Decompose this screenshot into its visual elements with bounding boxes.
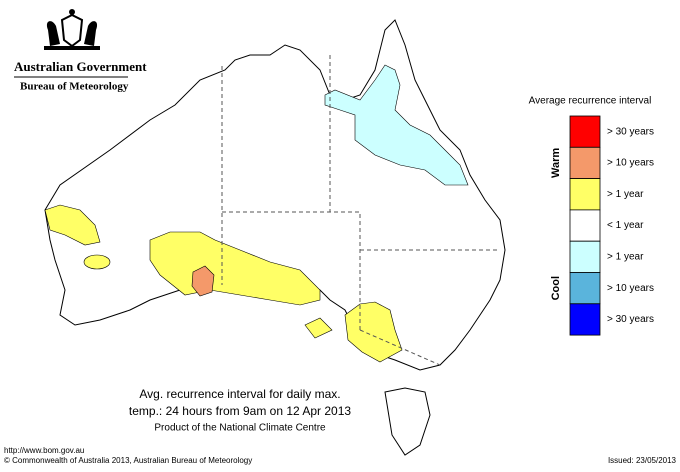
footer-copyright: © Commonwealth of Australia 2013, Austra… [4, 456, 252, 465]
footer-issued: Issued: 23/05/2013 [608, 456, 677, 465]
coat-of-arms [44, 9, 100, 50]
hot-region [191, 265, 215, 297]
warm-region [344, 301, 403, 363]
legend-label: > 10 years [607, 283, 654, 294]
map-title: Avg. recurrence interval for daily max. [139, 387, 340, 401]
agency-name: Bureau of Meteorology [20, 81, 129, 93]
map-title: temp.: 24 hours from 9am on 12 Apr 2013 [129, 404, 351, 418]
state-borders [221, 55, 498, 366]
legend-swatch [569, 209, 601, 242]
legend-label: > 1 year [607, 251, 644, 262]
legend-label: > 10 years [607, 158, 654, 169]
australia-map [44, 19, 506, 456]
government-name: Australian Government [14, 59, 147, 74]
legend-label: > 1 year [607, 189, 644, 200]
warm-region [44, 204, 101, 246]
cool-region [324, 64, 469, 186]
legend-group-label: Cool [550, 276, 562, 300]
legend-label: < 1 year [607, 220, 644, 231]
legend-swatch [569, 146, 601, 180]
warm-region [83, 254, 111, 270]
warm-region [304, 317, 333, 339]
legend-title: Average recurrence interval [529, 96, 652, 107]
legend-swatch [569, 303, 601, 336]
map-subtitle: Product of the National Climate Centre [154, 423, 326, 434]
legend-swatch [569, 178, 601, 211]
legend-swatch [569, 240, 601, 273]
tasmania-outline [384, 387, 431, 456]
legend-group-label: Warm [550, 148, 562, 178]
legend-label: > 30 years [607, 126, 654, 137]
footer-url: http://www.bom.gov.au [4, 446, 84, 455]
legend-label: > 30 years [607, 314, 654, 325]
legend-swatch [569, 115, 601, 148]
legend: Average recurrence interval > 30 years > … [529, 96, 654, 336]
legend-swatch [569, 272, 601, 305]
